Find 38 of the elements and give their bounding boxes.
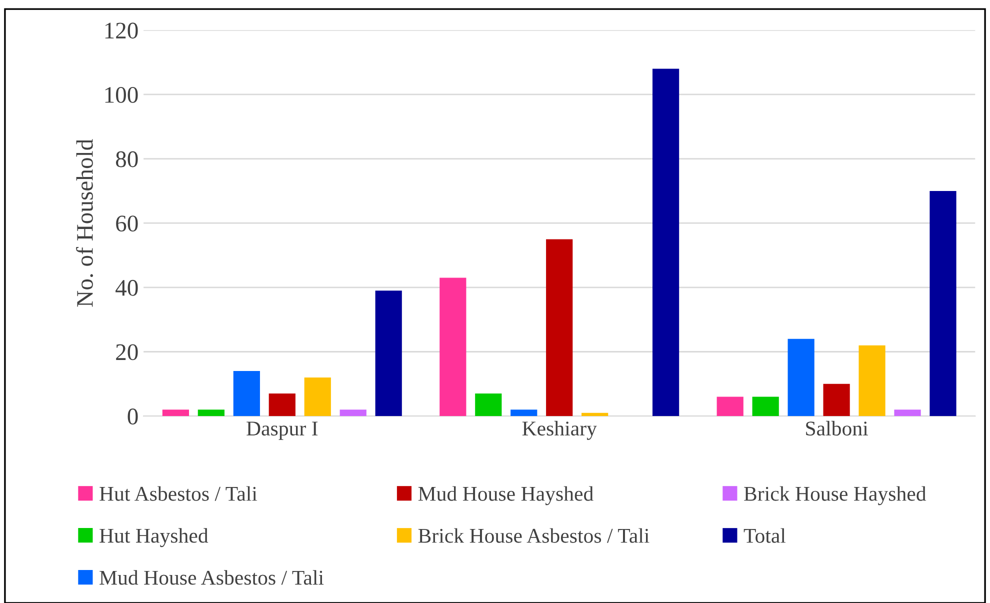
bar [198,410,224,416]
y-tick-label: 0 [128,408,138,424]
legend-label: Hut Hayshed [100,528,208,548]
bar [652,68,680,416]
x-tick-label: Keshiary [522,420,597,440]
bar [823,384,850,416]
y-tick-label: 80 [116,151,138,168]
x-tick-label: Salboni [806,420,868,436]
bar [440,278,466,416]
legend-label: Total [744,528,786,543]
bar [510,410,538,416]
y-tick-label: 120 [105,22,138,39]
bar [340,410,366,416]
bar [858,345,886,416]
legend-label: Mud House Asbestos / Tali [100,570,324,585]
bar [788,338,814,416]
y-tick-label: 20 [116,344,138,360]
bar [546,239,573,416]
bar [930,190,956,416]
legend-label: Brick House Asbestos / Tali [418,528,650,543]
bar [716,396,744,416]
bar [582,412,608,416]
legend-label: Brick House Hayshed [744,486,926,506]
y-axis-title: No. of Household [76,139,94,307]
x-tick-label: Daspur I [246,422,318,440]
bar [894,410,921,416]
legend-label: Mud House Hayshed [418,486,594,506]
y-tick-label: 100 [105,86,138,103]
bar [162,410,190,416]
bar [475,394,502,416]
bar [268,394,296,416]
legend-label: Hut Asbestos / Tali [100,486,258,501]
bar [375,290,402,416]
y-tick-label: 60 [116,216,138,232]
bar [233,371,260,416]
bar [304,377,331,416]
y-tick-label: 40 [116,280,138,296]
bar [752,396,779,416]
